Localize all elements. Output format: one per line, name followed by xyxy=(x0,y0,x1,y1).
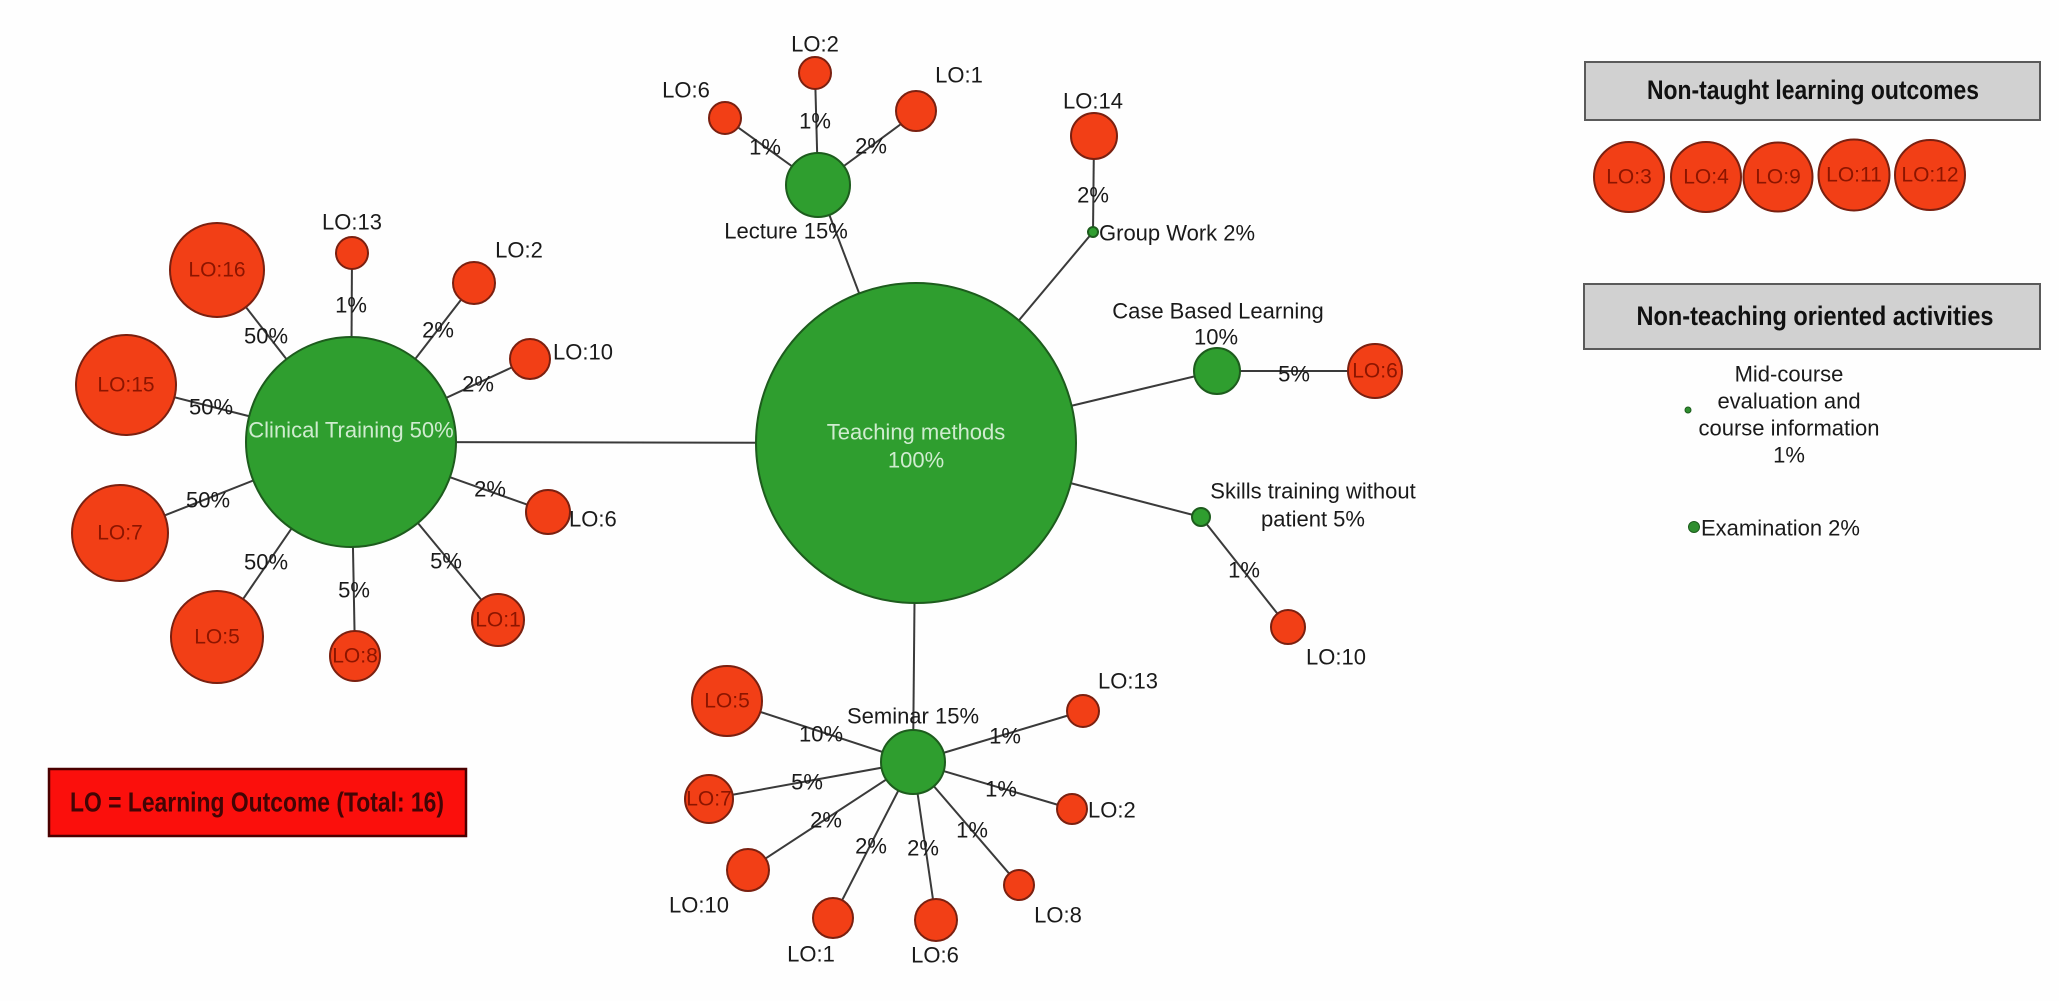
svg-text:evaluation and: evaluation and xyxy=(1717,389,1860,414)
svg-text:LO:10: LO:10 xyxy=(553,340,613,365)
svg-text:Teaching methods: Teaching methods xyxy=(827,420,1006,445)
svg-text:2%: 2% xyxy=(855,834,887,859)
svg-text:Clinical Training 50%: Clinical Training 50% xyxy=(248,418,453,443)
svg-text:LO:5: LO:5 xyxy=(194,626,240,649)
svg-text:LO:6: LO:6 xyxy=(569,507,617,532)
svg-text:course information: course information xyxy=(1699,416,1880,441)
svg-text:LO:10: LO:10 xyxy=(669,893,729,918)
svg-text:Group Work 2%: Group Work 2% xyxy=(1099,221,1255,246)
svg-text:LO:8: LO:8 xyxy=(332,645,378,668)
svg-text:LO:2: LO:2 xyxy=(1088,798,1136,823)
svg-text:LO:2: LO:2 xyxy=(791,32,839,57)
svg-text:2%: 2% xyxy=(810,808,842,833)
svg-text:LO:1: LO:1 xyxy=(787,942,835,967)
svg-text:LO:5: LO:5 xyxy=(704,690,750,713)
svg-text:5%: 5% xyxy=(791,770,823,795)
svg-text:Mid-course: Mid-course xyxy=(1735,362,1844,387)
svg-text:1%: 1% xyxy=(749,135,781,160)
svg-text:2%: 2% xyxy=(907,836,939,861)
svg-text:LO:4: LO:4 xyxy=(1683,166,1729,189)
svg-text:LO:6: LO:6 xyxy=(662,78,710,103)
svg-text:patient 5%: patient 5% xyxy=(1261,507,1365,532)
svg-text:1%: 1% xyxy=(956,818,988,843)
svg-text:50%: 50% xyxy=(244,550,288,575)
svg-text:LO:8: LO:8 xyxy=(1034,903,1082,928)
svg-text:LO:1: LO:1 xyxy=(935,63,983,88)
svg-text:Examination 2%: Examination 2% xyxy=(1701,516,1860,541)
svg-text:1%: 1% xyxy=(985,777,1017,802)
svg-text:LO:12: LO:12 xyxy=(1901,164,1958,187)
svg-text:LO:6: LO:6 xyxy=(1352,360,1398,383)
svg-text:Seminar 15%: Seminar 15% xyxy=(847,704,979,729)
svg-text:LO:7: LO:7 xyxy=(686,788,732,811)
svg-text:LO = Learning Outcome (Total:: LO = Learning Outcome (Total: 16) xyxy=(70,787,444,818)
svg-text:100%: 100% xyxy=(888,448,944,473)
svg-text:2%: 2% xyxy=(422,318,454,343)
svg-text:1%: 1% xyxy=(1773,443,1805,468)
svg-text:LO:9: LO:9 xyxy=(1755,166,1801,189)
svg-text:LO:1: LO:1 xyxy=(475,609,521,632)
svg-text:5%: 5% xyxy=(338,578,370,603)
svg-text:LO:6: LO:6 xyxy=(911,943,959,968)
svg-text:2%: 2% xyxy=(462,372,494,397)
svg-text:5%: 5% xyxy=(430,549,462,574)
svg-text:LO:13: LO:13 xyxy=(1098,669,1158,694)
svg-text:LO:7: LO:7 xyxy=(97,522,143,545)
svg-text:2%: 2% xyxy=(1077,183,1109,208)
svg-text:Non-taught learning outcomes: Non-taught learning outcomes xyxy=(1647,75,1979,105)
svg-text:LO:13: LO:13 xyxy=(322,210,382,235)
svg-text:50%: 50% xyxy=(189,395,233,420)
svg-text:Skills training without: Skills training without xyxy=(1210,479,1415,504)
svg-text:1%: 1% xyxy=(1228,558,1260,583)
svg-text:LO:15: LO:15 xyxy=(97,374,154,397)
svg-text:2%: 2% xyxy=(855,134,887,159)
svg-text:2%: 2% xyxy=(474,477,506,502)
svg-text:LO:3: LO:3 xyxy=(1606,166,1652,189)
svg-text:5%: 5% xyxy=(1278,362,1310,387)
svg-text:LO:14: LO:14 xyxy=(1063,89,1123,114)
svg-text:Non-teaching oriented activiti: Non-teaching oriented activities xyxy=(1637,301,1994,331)
svg-text:50%: 50% xyxy=(186,488,230,513)
svg-text:Case Based Learning: Case Based Learning xyxy=(1112,299,1324,324)
svg-text:LO:2: LO:2 xyxy=(495,238,543,263)
svg-text:1%: 1% xyxy=(989,724,1021,749)
svg-text:50%: 50% xyxy=(244,324,288,349)
svg-text:LO:16: LO:16 xyxy=(188,259,245,282)
svg-text:10%: 10% xyxy=(1194,325,1238,350)
svg-text:Lecture 15%: Lecture 15% xyxy=(724,219,848,244)
svg-text:LO:10: LO:10 xyxy=(1306,645,1366,670)
svg-text:1%: 1% xyxy=(335,293,367,318)
svg-text:10%: 10% xyxy=(799,722,843,747)
svg-text:1%: 1% xyxy=(799,109,831,134)
svg-text:LO:11: LO:11 xyxy=(1826,164,1882,187)
